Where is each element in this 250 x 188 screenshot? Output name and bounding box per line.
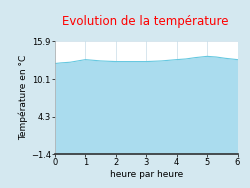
Text: Evolution de la température: Evolution de la température	[62, 15, 228, 28]
Y-axis label: Température en °C: Température en °C	[18, 55, 28, 140]
X-axis label: heure par heure: heure par heure	[110, 170, 183, 179]
